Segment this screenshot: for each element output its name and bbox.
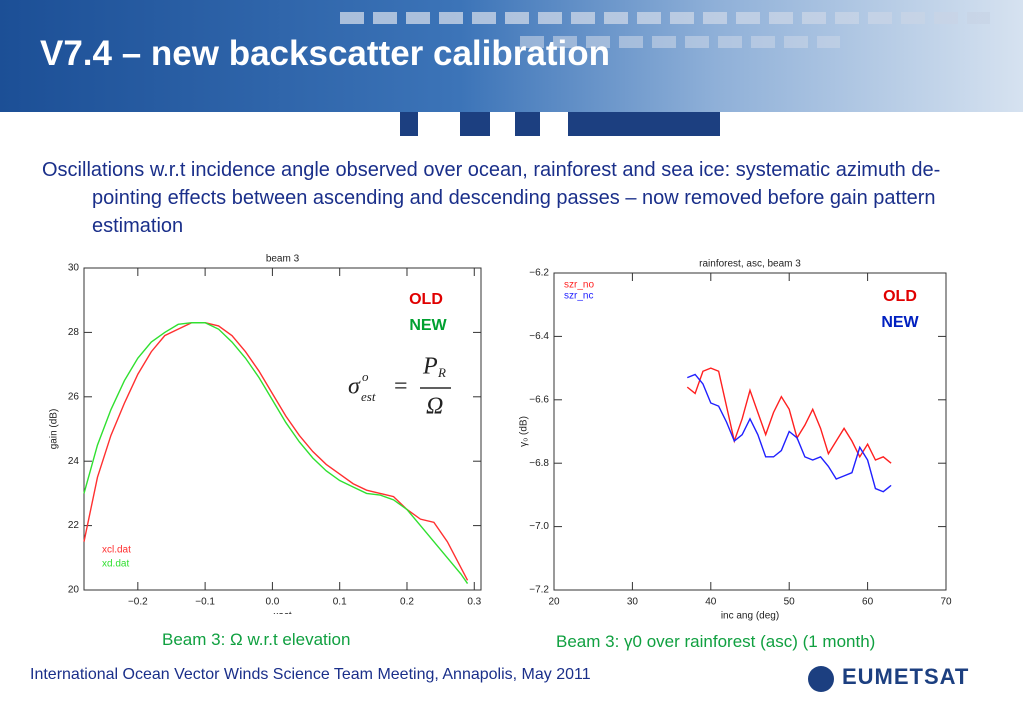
formula: R [437, 365, 446, 380]
legend-entry: szr_no [564, 280, 594, 291]
caption: Beam 3: Ω w.r.t elevation [162, 630, 351, 649]
y-tick-label: 26 [68, 391, 80, 402]
formula: o [362, 369, 369, 384]
data-line [83, 322, 469, 584]
logo: EUMETSAT [842, 664, 970, 689]
x-tick-label: 0.1 [333, 597, 347, 608]
chart: rainforest, asc, beam 3 20 30 40 50 60 70 −7.2 −… [507, 252, 965, 624]
data-line [686, 367, 892, 464]
y-tick-label: −7.0 [529, 521, 549, 532]
annotation: NEW [881, 314, 919, 331]
band-block [400, 112, 418, 136]
legend-entry: szr_nc [564, 291, 593, 302]
logo-icon [808, 666, 834, 692]
legend-entry: xd.dat [102, 559, 129, 570]
y-tick-label: 28 [68, 327, 80, 338]
x-tick-label: 0.2 [400, 597, 414, 608]
x-tick-label: 70 [940, 597, 952, 608]
band-block [515, 112, 540, 136]
x-axis-label: inc ang (deg) [721, 611, 779, 622]
chart: beam 3 −0.2 −0.1 0.0 0.1 0.2 0.3 20 22 24 26 28 30 xa… [48, 252, 490, 614]
plot-frame [83, 267, 482, 591]
x-tick-label: 0.0 [265, 597, 279, 608]
band-block [460, 112, 490, 136]
x-tick-label: 0.3 [467, 597, 481, 608]
plot-frame [553, 272, 947, 591]
body-text: Oscillations w.r.t incidence angle obser… [42, 159, 941, 237]
band-block [568, 112, 720, 136]
formula: σ [348, 374, 361, 400]
y-axis-label: gain (dB) [49, 409, 60, 450]
y-tick-label: −7.2 [529, 585, 549, 596]
data-line [687, 373, 892, 493]
slide-title: V7.4 – new backscatter calibration [40, 34, 610, 73]
chart-title: beam 3 [266, 254, 300, 265]
x-tick-label: 40 [705, 597, 717, 608]
formula: Ω [426, 394, 443, 420]
x-tick-label: −0.2 [128, 597, 148, 608]
y-tick-label: 30 [68, 263, 80, 274]
annotation: OLD [883, 288, 917, 305]
y-tick-label: −6.2 [529, 268, 549, 279]
annotation: OLD [409, 291, 443, 308]
caption: Beam 3: γ0 over rainforest (asc) (1 mont… [556, 632, 876, 651]
x-tick-label: 50 [784, 597, 796, 608]
formula: est [361, 389, 376, 404]
y-tick-label: −6.4 [529, 331, 549, 342]
y-tick-label: 24 [68, 456, 80, 467]
y-tick-label: 20 [68, 585, 80, 596]
x-tick-label: 30 [627, 597, 639, 608]
x-axis-label: xact [273, 611, 292, 614]
x-tick-label: 60 [862, 597, 874, 608]
legend-entry: xcl.dat [102, 545, 131, 556]
formula: = [394, 374, 408, 400]
header-band [0, 112, 1023, 136]
data-line [83, 322, 469, 581]
formula: P [422, 354, 438, 380]
y-axis-label: γ₀ (dB) [519, 416, 530, 447]
y-tick-label: −6.8 [529, 458, 549, 469]
flag-strip [520, 36, 840, 48]
x-tick-label: 20 [548, 597, 560, 608]
annotation: NEW [409, 317, 447, 334]
x-tick-label: −0.1 [195, 597, 215, 608]
chart-title: rainforest, asc, beam 3 [699, 259, 801, 270]
flag-strip [340, 12, 990, 24]
footer: International Ocean Vector Winds Science… [30, 666, 591, 683]
y-tick-label: −6.6 [529, 394, 549, 405]
y-tick-label: 22 [68, 520, 80, 531]
